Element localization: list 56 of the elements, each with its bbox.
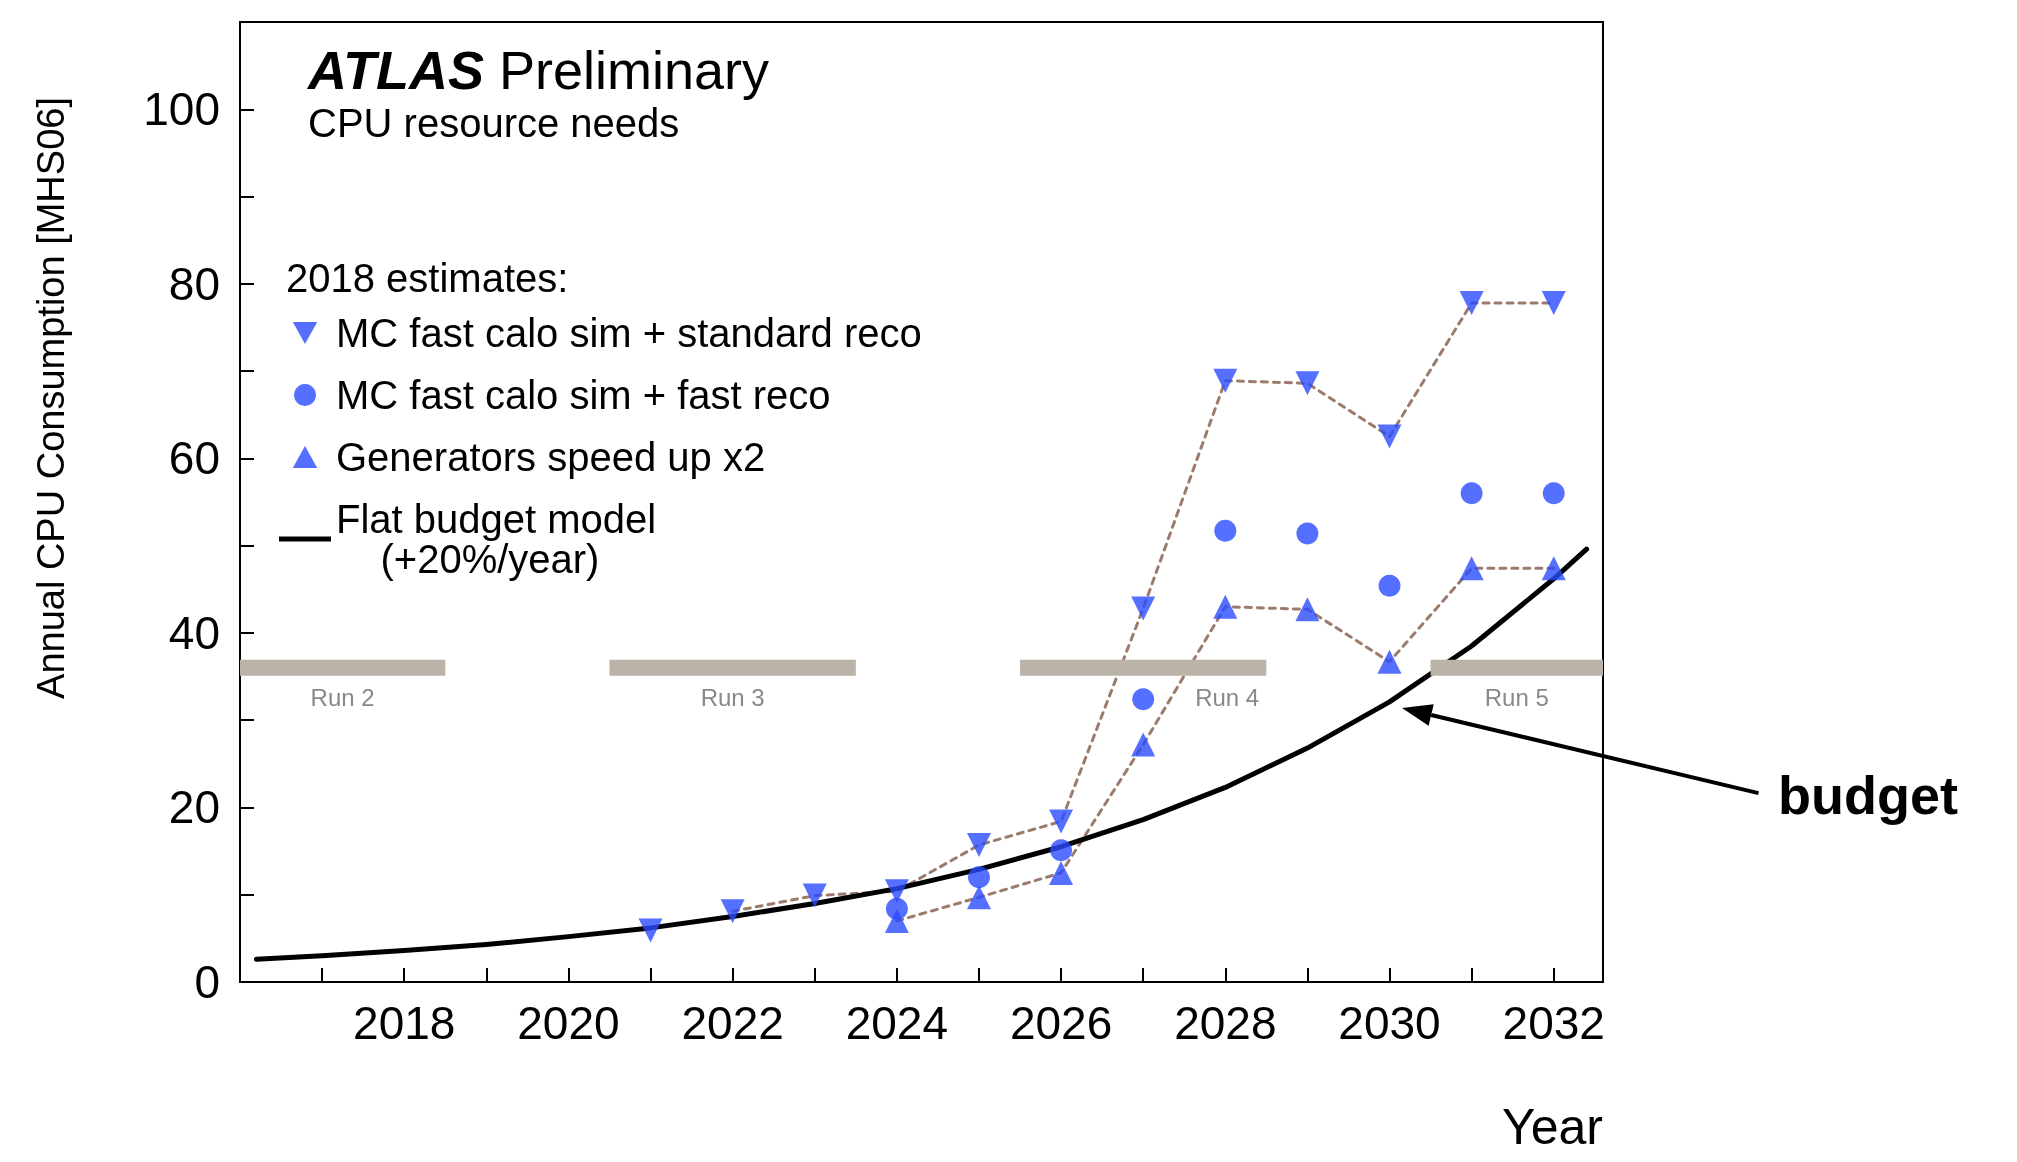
x-axis-title: Year [1501,1099,1603,1155]
point [1377,649,1402,674]
y-tick-label: 100 [143,83,220,136]
point [1377,424,1402,449]
point [968,866,990,889]
point [1213,368,1238,393]
y-tick-label: 80 [168,257,220,310]
point [1131,596,1156,621]
point [1049,809,1074,834]
y-tick-label: 0 [194,956,220,1008]
point [1214,519,1237,542]
point [884,908,909,933]
point [1541,291,1566,316]
point [638,918,663,943]
series-label: Run 4 [1195,684,1260,712]
point [1541,556,1566,581]
y-tick-label: 60 [168,432,220,485]
x-tick-label: 2032 [1502,997,1605,1049]
legend-label: MC fast calo sim + standard reco [336,311,922,355]
chart-title: ATLAS Preliminary [306,40,770,100]
point [1132,688,1155,711]
y-tick-label: 20 [168,781,220,834]
point [1131,732,1156,757]
legend-title: 2018 estimates: [286,256,569,300]
x-tick-label: 2028 [1174,997,1277,1049]
point [720,899,745,924]
point [1295,597,1320,622]
point [1049,860,1074,885]
point [966,885,991,910]
point [802,883,827,908]
y-tick-label: 40 [168,606,220,659]
point [966,832,991,857]
x-tick-label: 2020 [517,997,620,1049]
text: CPU resource needs [308,101,680,145]
series-label: Run 5 [1484,684,1549,712]
x-tick-label: 2022 [681,997,784,1049]
point [1296,522,1319,545]
x-tick-label: 2030 [1338,997,1441,1049]
series-label: Run 2 [310,684,375,712]
point [1213,594,1238,619]
x-tick-label: 2024 [845,997,949,1049]
y-axis-title: Annual CPU Consumption [MHS06] [30,97,72,699]
point [1459,291,1484,316]
series-label: Run 3 [700,684,765,712]
x-tick-label: 2018 [353,997,456,1049]
legend-label: Generators speed up x2 [336,435,766,479]
legend-label: Flat budget model (+20%/year) [336,497,657,581]
point [1460,482,1483,505]
point [1295,371,1320,396]
point [1459,556,1484,581]
point [1542,482,1565,505]
legend-label: MC fast calo sim + fast reco [336,373,831,417]
text: budget [1778,765,1958,825]
x-tick-label: 2026 [1009,997,1113,1049]
point [1378,574,1401,597]
point [1050,839,1073,862]
